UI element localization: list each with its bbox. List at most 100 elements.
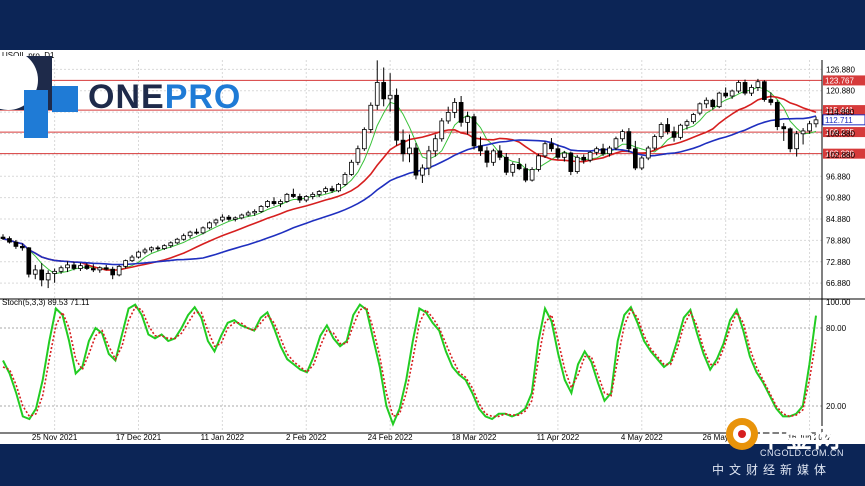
candle	[71, 262, 77, 271]
level-price-label: 123.767	[825, 76, 854, 85]
candle	[503, 153, 509, 176]
candle-body	[516, 164, 522, 170]
candle	[361, 127, 367, 151]
candle-body	[542, 143, 548, 157]
candle-body	[187, 231, 193, 237]
candle-body	[316, 191, 322, 195]
candle-body	[194, 231, 199, 234]
candle	[103, 264, 109, 271]
candle-body	[426, 150, 432, 169]
candle-body	[607, 147, 612, 155]
candle	[336, 182, 341, 193]
x-tick-label: 11 Jan 2022	[201, 433, 245, 442]
candle-body	[445, 111, 451, 122]
candle	[187, 230, 193, 239]
candle-body	[400, 139, 406, 155]
candle	[523, 163, 528, 183]
candle	[645, 145, 651, 161]
candle-body	[510, 164, 516, 173]
candle	[671, 126, 677, 142]
candle-body	[645, 147, 651, 159]
candle-body	[226, 216, 232, 220]
candle-body	[452, 102, 458, 113]
candle	[394, 88, 399, 146]
candle	[239, 213, 245, 220]
candle	[155, 245, 161, 251]
candle	[374, 60, 380, 110]
candle-body	[368, 104, 374, 130]
candle-body	[497, 150, 503, 158]
candle-body	[310, 193, 316, 197]
candle	[381, 67, 387, 107]
candle-body	[665, 124, 670, 133]
candle-body	[265, 201, 270, 207]
candle	[200, 226, 206, 235]
candle-body	[394, 94, 399, 141]
candle	[478, 136, 483, 156]
candle	[678, 123, 683, 140]
watermark-subtitle: 中文财经新媒体	[712, 463, 832, 477]
candle	[65, 261, 70, 273]
candle	[439, 118, 445, 142]
candle-body	[355, 148, 361, 163]
candle-body	[20, 245, 25, 249]
y-tick-label: 66.880	[826, 279, 851, 288]
candle-body	[794, 133, 799, 150]
candle	[245, 210, 251, 217]
candle-body	[58, 267, 64, 272]
candle	[755, 78, 761, 92]
x-tick-label: 24 Feb 2022	[368, 433, 413, 442]
candle-body	[413, 147, 419, 176]
candle	[45, 270, 51, 289]
candle-body	[671, 131, 677, 138]
y-tick-label: 90.880	[826, 194, 851, 203]
candle	[413, 143, 419, 180]
candle	[323, 186, 328, 194]
candle-body	[600, 148, 606, 155]
y-tick-label: 84.880	[826, 215, 851, 224]
candle-body	[142, 249, 148, 253]
candle	[26, 247, 32, 278]
candle	[258, 205, 264, 213]
candle-body	[774, 102, 780, 128]
candle-body	[762, 81, 767, 100]
candle-body	[7, 238, 12, 243]
candle	[568, 151, 574, 176]
candle-body	[703, 99, 709, 105]
candle-body	[123, 260, 128, 267]
y-tick-label: 78.880	[826, 236, 851, 245]
x-tick-label: 18 Mar 2022	[452, 433, 497, 442]
candle-body	[181, 235, 187, 240]
candle	[587, 150, 593, 163]
candle	[574, 155, 580, 174]
candle-body	[484, 150, 490, 163]
candle-body	[594, 148, 599, 153]
candle	[78, 262, 83, 271]
candle-body	[581, 156, 587, 161]
candle	[665, 118, 670, 135]
y-tick-label: 96.880	[826, 172, 851, 181]
candle	[749, 84, 754, 96]
candle-body	[381, 82, 387, 100]
candle	[316, 190, 322, 198]
candle-body	[632, 148, 638, 169]
candle	[762, 80, 767, 102]
candle-body	[207, 222, 212, 229]
candle-body	[574, 156, 580, 172]
candle-body	[323, 188, 328, 192]
candle	[484, 146, 490, 168]
candle-body	[555, 148, 561, 158]
candle	[303, 195, 309, 203]
candle-body	[65, 264, 70, 269]
candle-body	[755, 81, 761, 88]
y-tick-label: 108.880	[826, 129, 855, 138]
candle	[110, 266, 116, 280]
candle-body	[297, 196, 303, 201]
stoch-d-line	[2, 306, 817, 418]
candle	[555, 144, 561, 160]
candle	[116, 264, 122, 277]
candle	[426, 145, 432, 176]
candle	[768, 92, 774, 106]
candle-body	[103, 267, 109, 270]
candle	[123, 259, 128, 269]
